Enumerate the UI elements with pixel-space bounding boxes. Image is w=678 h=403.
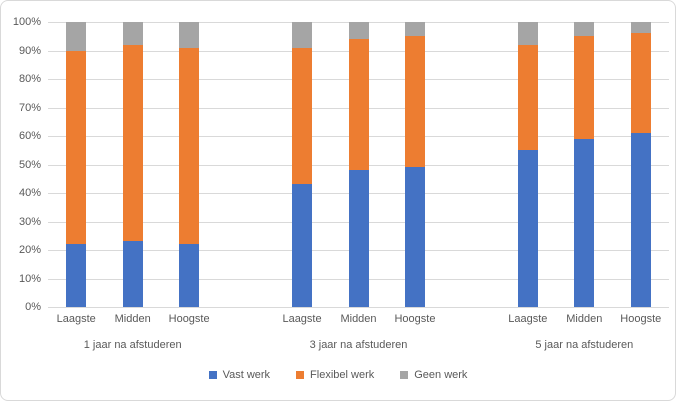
bar-midden-5-jaar-na-afstuderen bbox=[574, 22, 595, 307]
legend: Vast werk Flexibel werk Geen werk bbox=[1, 369, 675, 381]
category-label: Hoogste bbox=[168, 313, 210, 325]
segment-flexibel-werk bbox=[179, 47, 200, 245]
legend-item-geen-werk: Geen werk bbox=[400, 369, 467, 381]
y-axis-tick-label: 70% bbox=[18, 101, 41, 114]
segment-vast-werk bbox=[122, 241, 143, 307]
segment-geen-werk bbox=[630, 22, 651, 34]
y-axis-tick-label: 100% bbox=[12, 16, 41, 28]
group-label: 1 jaar na afstuderen bbox=[83, 339, 182, 351]
group-axis: 1 jaar na afstuderen 3 jaar na afstuderen… bbox=[48, 339, 669, 353]
y-axis-tick-label: 30% bbox=[18, 215, 41, 228]
segment-vast-werk bbox=[179, 244, 200, 307]
segment-geen-werk bbox=[292, 22, 313, 48]
bar-hoogste-3-jaar-na-afstuderen bbox=[404, 22, 425, 307]
segment-flexibel-werk bbox=[122, 44, 143, 242]
y-axis-tick-label: 20% bbox=[18, 244, 41, 256]
bar-midden-1-jaar-na-afstuderen bbox=[122, 22, 143, 307]
category-label: Laagste bbox=[508, 313, 548, 325]
segment-geen-werk bbox=[66, 22, 87, 51]
segment-flexibel-werk bbox=[630, 33, 651, 134]
y-axis-tick-label: 10% bbox=[18, 272, 41, 285]
y-axis-tick-label: 0% bbox=[25, 301, 41, 313]
bar-hoogste-1-jaar-na-afstuderen bbox=[179, 22, 200, 307]
segment-flexibel-werk bbox=[517, 44, 538, 151]
bar-laagste-3-jaar-na-afstuderen bbox=[292, 22, 313, 307]
category-label: Hoogste bbox=[394, 313, 436, 325]
group-label: 3 jaar na afstuderen bbox=[309, 339, 408, 351]
segment-flexibel-werk bbox=[292, 47, 313, 185]
segment-geen-werk bbox=[574, 22, 595, 37]
segment-geen-werk bbox=[122, 22, 143, 45]
segment-flexibel-werk bbox=[348, 39, 369, 171]
legend-swatch-icon bbox=[296, 371, 305, 379]
plot-area bbox=[48, 22, 669, 308]
category-label: Midden bbox=[340, 313, 377, 325]
category-axis: Laagste Midden Hoogste Laagste Midden Hoogste… bbox=[48, 313, 669, 327]
segment-geen-werk bbox=[179, 22, 200, 48]
bar-hoogste-5-jaar-na-afstuderen bbox=[630, 22, 651, 307]
segment-vast-werk bbox=[517, 150, 538, 307]
category-label: Midden bbox=[566, 313, 603, 325]
segment-geen-werk bbox=[517, 22, 538, 45]
y-axis-tick-label: 60% bbox=[18, 130, 41, 142]
segment-vast-werk bbox=[404, 167, 425, 307]
category-label: Midden bbox=[114, 313, 151, 325]
gridline bbox=[48, 307, 669, 308]
legend-swatch-icon bbox=[400, 371, 409, 379]
category-label: Laagste bbox=[56, 313, 96, 325]
bar-laagste-5-jaar-na-afstuderen bbox=[517, 22, 538, 307]
category-label: Laagste bbox=[282, 313, 322, 325]
segment-flexibel-werk bbox=[404, 36, 425, 168]
y-axis-tick-label: 50% bbox=[18, 158, 41, 171]
legend-item-flexibel-werk: Flexibel werk bbox=[296, 369, 374, 381]
segment-flexibel-werk bbox=[66, 50, 87, 245]
legend-label: Vast werk bbox=[222, 369, 271, 381]
segment-geen-werk bbox=[404, 22, 425, 37]
segment-geen-werk bbox=[348, 22, 369, 40]
bar-midden-3-jaar-na-afstuderen bbox=[348, 22, 369, 307]
segment-vast-werk bbox=[348, 170, 369, 307]
legend-label: Flexibel werk bbox=[310, 369, 375, 381]
segment-flexibel-werk bbox=[574, 36, 595, 139]
legend-item-vast-werk: Vast werk bbox=[208, 369, 271, 381]
segment-vast-werk bbox=[66, 244, 87, 307]
segment-vast-werk bbox=[574, 138, 595, 307]
category-label: Hoogste bbox=[620, 313, 662, 325]
group-label: 5 jaar na afstuderen bbox=[535, 339, 634, 351]
segment-vast-werk bbox=[292, 184, 313, 307]
y-axis-tick-label: 40% bbox=[18, 187, 41, 199]
y-axis-tick-label: 80% bbox=[18, 73, 41, 85]
bar-laagste-1-jaar-na-afstuderen bbox=[66, 22, 87, 307]
legend-label: Geen werk bbox=[414, 369, 468, 381]
y-axis-tick-label: 90% bbox=[18, 44, 41, 57]
y-axis: 0% 10% 20% 30% 40% 50% 60% 70% 80% 90% 100% bbox=[1, 16, 41, 313]
segment-vast-werk bbox=[630, 133, 651, 307]
legend-swatch-icon bbox=[208, 371, 217, 379]
